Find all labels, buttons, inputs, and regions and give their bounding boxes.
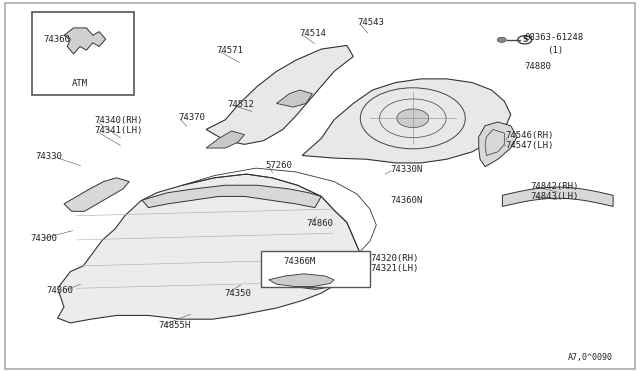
Polygon shape [64, 28, 106, 54]
Text: 08363-61248: 08363-61248 [525, 33, 584, 42]
Text: 74300: 74300 [31, 234, 58, 243]
Text: 74880: 74880 [525, 62, 552, 71]
Polygon shape [206, 45, 353, 144]
Text: 74320(RH): 74320(RH) [370, 254, 419, 263]
Text: 74340(RH): 74340(RH) [95, 116, 143, 125]
Text: 74843(LH): 74843(LH) [530, 192, 579, 201]
Text: 74855H: 74855H [159, 321, 191, 330]
Polygon shape [502, 187, 613, 206]
Polygon shape [269, 274, 334, 286]
Polygon shape [479, 122, 517, 167]
Text: ATM: ATM [72, 79, 88, 88]
Circle shape [497, 37, 506, 42]
Text: A7,0^0090: A7,0^0090 [568, 353, 613, 362]
Text: 74547(LH): 74547(LH) [506, 141, 554, 150]
Text: 74512: 74512 [227, 100, 254, 109]
Polygon shape [270, 265, 351, 289]
Polygon shape [276, 90, 312, 107]
Text: 74366M: 74366M [284, 257, 316, 266]
Text: 74321(LH): 74321(LH) [370, 264, 419, 273]
Polygon shape [206, 131, 244, 148]
Text: (1): (1) [547, 46, 563, 55]
Text: 74330N: 74330N [390, 165, 422, 174]
Text: 74330: 74330 [35, 152, 62, 161]
Polygon shape [142, 185, 321, 208]
Polygon shape [64, 178, 129, 211]
Text: S: S [522, 35, 527, 44]
Bar [261, 251, 370, 287]
Circle shape [397, 109, 429, 128]
Text: 74360N: 74360N [390, 196, 422, 205]
Text: 74360: 74360 [44, 35, 70, 44]
Text: 57260: 57260 [266, 161, 292, 170]
Text: 74546(RH): 74546(RH) [506, 131, 554, 140]
Text: 74543: 74543 [357, 18, 384, 27]
Bar [32, 12, 134, 95]
Polygon shape [302, 79, 511, 163]
Text: 74571: 74571 [216, 46, 243, 55]
Text: 74360: 74360 [46, 286, 73, 295]
Text: 74370: 74370 [178, 113, 205, 122]
Text: 74514: 74514 [300, 29, 326, 38]
Text: 74860: 74860 [306, 219, 333, 228]
Text: 74350: 74350 [224, 289, 251, 298]
Text: 74842(RH): 74842(RH) [530, 182, 579, 190]
Polygon shape [58, 174, 360, 323]
Text: 74341(LH): 74341(LH) [95, 126, 143, 135]
